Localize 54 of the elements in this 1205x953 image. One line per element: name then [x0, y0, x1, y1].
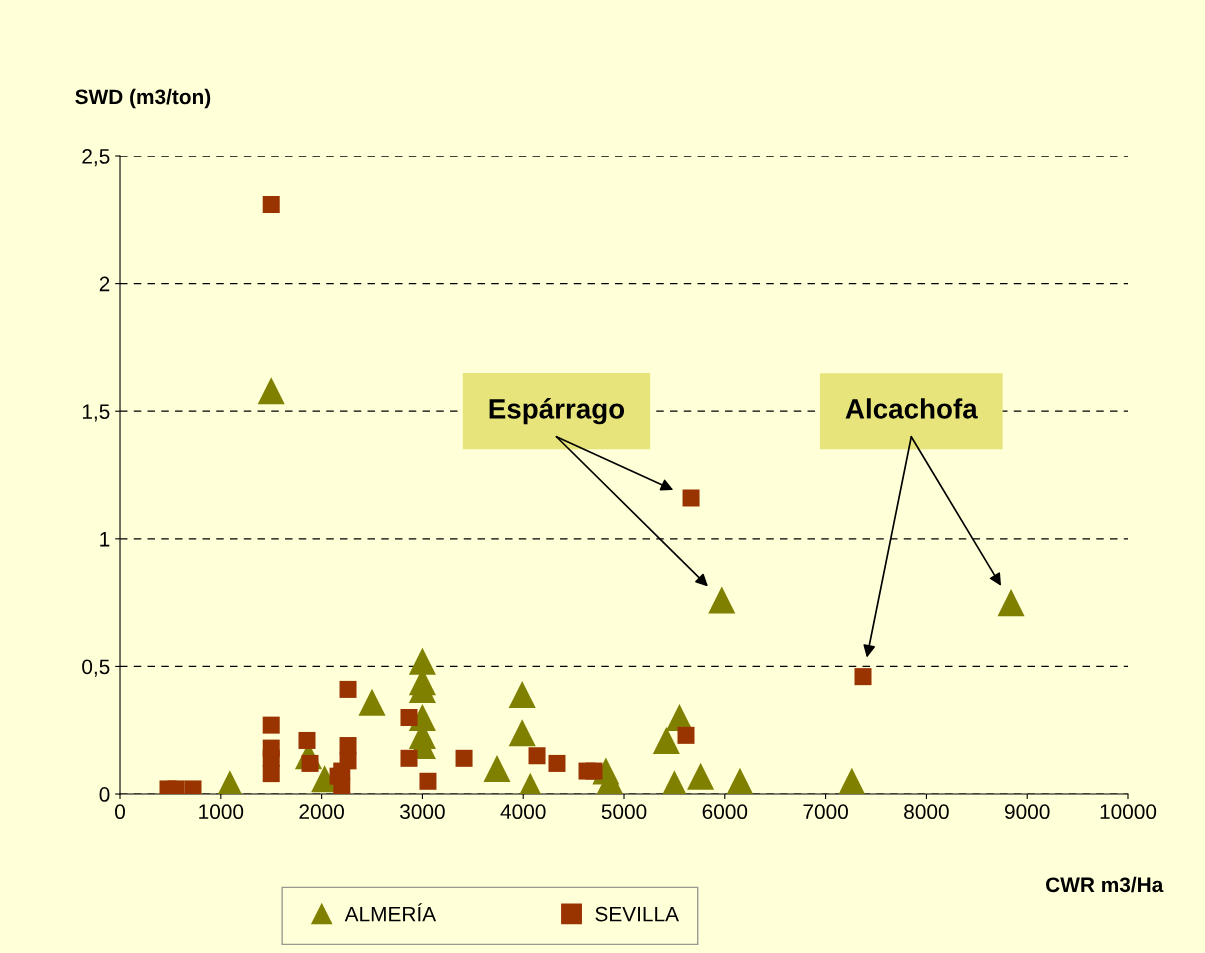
point — [677, 726, 695, 744]
point — [528, 747, 546, 765]
annotation: Espárrago — [489, 398, 625, 425]
point — [997, 589, 1025, 617]
x-tick-label: 2000 — [299, 804, 344, 820]
point — [726, 767, 754, 795]
point — [257, 377, 285, 405]
x-axis-title: CWR m3/Ha — [1046, 876, 1164, 893]
point — [339, 752, 357, 770]
x-tick-label: 5000 — [601, 804, 647, 820]
y-tick-label: 2 — [99, 276, 110, 292]
y-tick-label: 0 — [99, 787, 110, 802]
point — [298, 731, 316, 749]
point — [408, 647, 436, 675]
point — [585, 762, 603, 780]
point — [682, 489, 700, 507]
point — [400, 749, 418, 767]
point — [483, 754, 511, 783]
point — [419, 772, 437, 790]
x-tick-label: 8000 — [904, 804, 949, 820]
x-tick-label: 6000 — [702, 804, 748, 820]
point — [854, 668, 872, 686]
point — [548, 754, 566, 772]
y-tick-label: 1 — [100, 532, 110, 547]
point — [508, 680, 536, 709]
point — [358, 688, 386, 716]
legend-label: ALMERÍA — [344, 903, 437, 922]
point — [838, 767, 866, 795]
x-tick-label: 4000 — [500, 804, 546, 820]
point — [262, 195, 280, 213]
x-tick-label: 1000 — [199, 804, 244, 820]
x-tick-label: 3000 — [400, 804, 445, 820]
point — [262, 765, 280, 783]
point — [652, 726, 680, 754]
x-tick-label: 10000 — [1100, 804, 1157, 820]
point — [262, 739, 280, 757]
legend-label: SEVILLA — [595, 906, 679, 922]
point — [184, 780, 202, 795]
x-tick-label: 7000 — [803, 804, 848, 820]
point — [687, 762, 715, 790]
annotation: Alcachofa — [845, 398, 978, 419]
y-axis-title: SWD (m3/ton) — [75, 88, 211, 109]
point — [167, 780, 185, 795]
x-tick-label: 0 — [115, 804, 125, 820]
y-tick-label: 2,5 — [82, 149, 110, 167]
point — [339, 680, 357, 698]
point — [400, 708, 418, 726]
y-tick-label: 1,5 — [82, 404, 110, 422]
point — [508, 719, 536, 747]
point — [262, 716, 280, 734]
y-tick-label: 0,5 — [82, 659, 110, 677]
point — [708, 586, 736, 614]
x-tick-label: 9000 — [1005, 804, 1050, 820]
point — [455, 749, 473, 767]
